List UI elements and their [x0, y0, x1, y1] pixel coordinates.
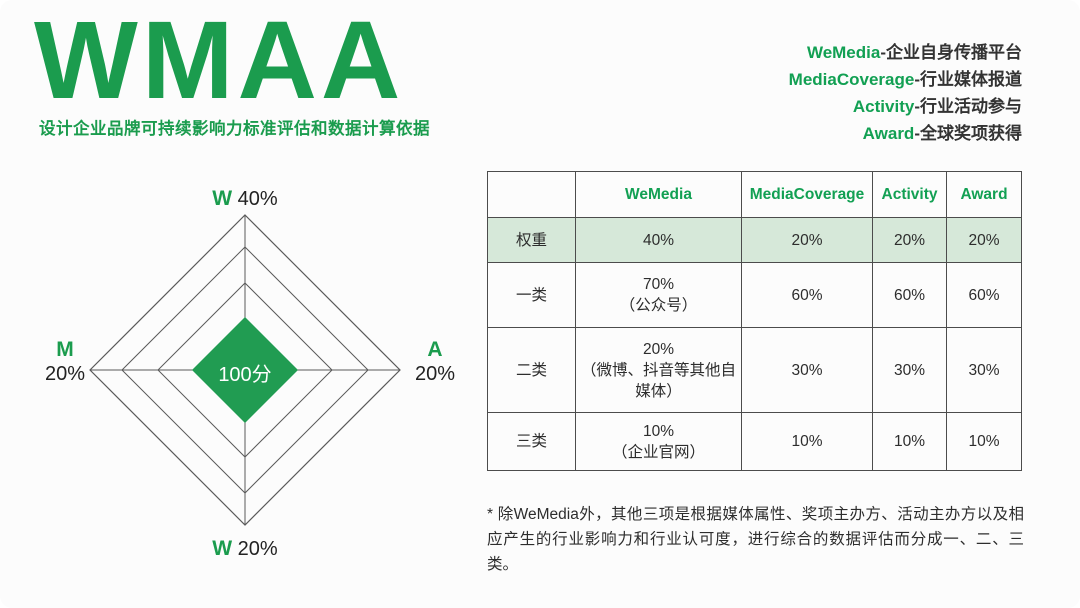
legend-item-en: WeMedia: [806, 43, 881, 62]
header-cell-wemedia: WeMedia: [575, 171, 742, 218]
table-cell: 10%: [872, 412, 947, 471]
axis-percent: 20%: [414, 363, 456, 385]
radar-data-shape: [192, 317, 298, 423]
legend-item-activity: Activity-行业活动参与: [789, 93, 1022, 120]
header-cell-activity: Activity: [872, 171, 947, 218]
legend-item-zh: -行业活动参与: [914, 97, 1022, 116]
table-cell: 40%: [575, 217, 742, 263]
weights-table: WeMedia MediaCoverage Activity Award 权重 …: [487, 171, 1022, 471]
table-cell: 60%: [872, 262, 947, 328]
legend-item-mediacoverage: MediaCoverage-行业媒体报道: [789, 66, 1022, 93]
table-cell: 60%: [741, 262, 873, 328]
footnote: * 除WeMedia外，其他三项是根据媒体属性、奖项主办方、活动主办方以及相应产…: [487, 506, 1024, 573]
header-cell-mediacoverage: MediaCoverage: [741, 171, 873, 218]
row-label: 三类: [487, 412, 576, 471]
table-header-row: WeMedia MediaCoverage Activity Award: [487, 171, 1022, 218]
legend-item-award: Award-全球奖项获得: [789, 120, 1022, 147]
legend-item-wemedia: WeMedia-企业自身传播平台: [789, 39, 1022, 66]
header-cell-award: Award: [946, 171, 1022, 218]
row-label: 一类: [487, 262, 576, 328]
axis-letter: A: [427, 338, 443, 361]
legend-item-en: Award: [862, 124, 915, 143]
legend-item-en: MediaCoverage: [788, 70, 915, 89]
axis-percent: 20%: [237, 538, 278, 560]
table-cell: 20% （微博、抖音等其他自媒体）: [575, 327, 742, 413]
radar-center-label: 100分: [218, 364, 272, 386]
radar-chart: 100分 W 40% A 20% W 20% M 20%: [30, 185, 460, 577]
radar-axis-top: W 40%: [30, 187, 460, 211]
radar-grid: [89, 214, 401, 526]
table-cell: 60%: [946, 262, 1022, 328]
header-cell-empty: [487, 171, 576, 218]
table-cell: 10%: [946, 412, 1022, 471]
axis-letter: W: [212, 537, 233, 560]
row-label: 二类: [487, 327, 576, 413]
radar-axis-right: A 20%: [402, 337, 468, 387]
table-cell: 10% （企业官网）: [575, 412, 742, 471]
table-cell: 20%: [872, 217, 947, 263]
table-row-class2: 二类 20% （微博、抖音等其他自媒体） 30% 30% 30%: [487, 327, 1022, 413]
table-row-weight: 权重 40% 20% 20% 20%: [487, 217, 1022, 263]
radar-axis-bottom: W 20%: [30, 537, 460, 561]
metric-legend: WeMedia-企业自身传播平台 MediaCoverage-行业媒体报道 Ac…: [789, 39, 1022, 147]
table-row-class3: 三类 10% （企业官网） 10% 10% 10%: [487, 412, 1022, 471]
axis-letter: W: [212, 187, 233, 210]
table-row-class1: 一类 70% （公众号） 60% 60% 60%: [487, 262, 1022, 328]
row-label: 权重: [487, 217, 576, 263]
table-cell: 70% （公众号）: [575, 262, 742, 328]
axis-percent: 20%: [44, 363, 86, 385]
legend-item-en: Activity: [852, 97, 915, 116]
radar-axis-left: M 20%: [32, 337, 98, 387]
legend-item-zh: -行业媒体报道: [914, 70, 1022, 89]
table-cell: 20%: [741, 217, 873, 263]
table-cell: 30%: [872, 327, 947, 413]
page-subtitle: 设计企业品牌可持续影响力标准评估和数据计算依据: [39, 120, 430, 138]
table-cell: 30%: [741, 327, 873, 413]
table-cell: 30%: [946, 327, 1022, 413]
legend-item-zh: -全球奖项获得: [914, 124, 1022, 143]
table-cell: 20%: [946, 217, 1022, 263]
axis-letter: M: [56, 338, 74, 361]
legend-item-zh: -企业自身传播平台: [880, 43, 1022, 62]
axis-percent: 40%: [237, 188, 278, 210]
page-title: WMAA: [34, 0, 405, 122]
table-cell: 10%: [741, 412, 873, 471]
